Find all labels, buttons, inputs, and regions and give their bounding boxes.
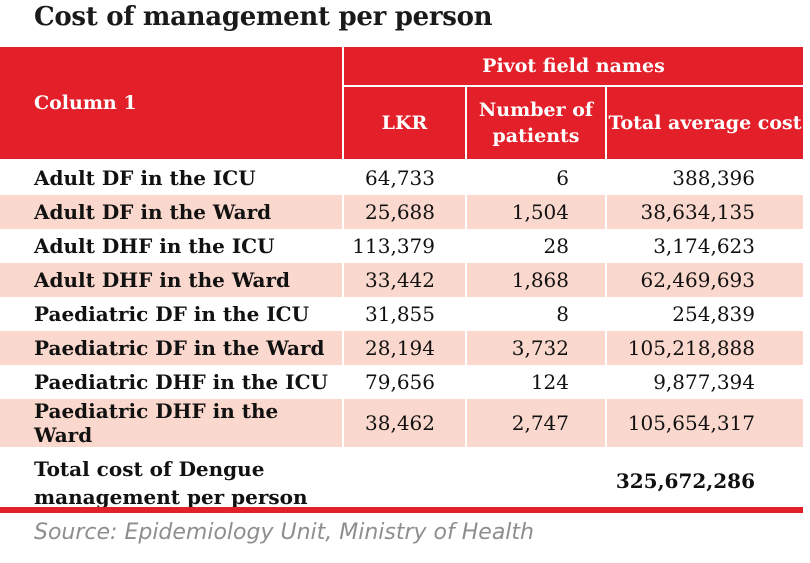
row-total: 388,396	[605, 160, 803, 195]
row-patients: 2,747	[465, 399, 606, 447]
row-label: Adult DF in the ICU	[34, 166, 256, 190]
header-column-1: Column 1	[0, 47, 343, 161]
page-title: Cost of management per person	[34, 2, 493, 32]
row-patients: 3,732	[465, 331, 606, 365]
total-label: Total cost of Dengue management per pers…	[0, 447, 466, 515]
row-lkr: 64,733	[342, 160, 466, 195]
total-label-line-1: Total cost of Dengue	[34, 457, 265, 481]
row-patients: 28	[465, 229, 606, 263]
row-label: Adult DHF in the ICU	[34, 234, 275, 258]
source-note: Source: Epidemiology Unit, Ministry of H…	[34, 520, 534, 545]
row-label: Adult DHF in the Ward	[0, 263, 343, 297]
row-patients: 1,868	[465, 263, 606, 297]
row-patients: 8	[465, 297, 606, 331]
row-lkr: 28,194	[342, 331, 466, 365]
row-label: Paediatric DF in the Ward	[0, 331, 343, 365]
total-row: Total cost of Dengue management per pers…	[0, 447, 803, 515]
row-total: 254,839	[605, 297, 803, 331]
cost-table: Column 1 Pivot field names LKR Number of…	[0, 47, 803, 515]
row-patients: 6	[465, 160, 606, 195]
header-pivot-field-names: Pivot field names	[342, 47, 803, 87]
header-lkr: LKR	[342, 86, 466, 161]
row-total: 105,218,888	[605, 331, 803, 365]
row-lkr: 113,379	[342, 229, 466, 263]
row-label: Adult DF in the Ward	[0, 195, 343, 229]
table-row: Paediatric DF in the Ward 28,194 3,732 1…	[0, 331, 803, 365]
row-lkr: 33,442	[342, 263, 466, 297]
row-lkr: 79,656	[342, 365, 466, 399]
row-lkr: 25,688	[342, 195, 466, 229]
header-total-average-cost: Total average cost	[605, 86, 803, 161]
row-lkr: 31,855	[342, 297, 466, 331]
table-row: Adult DF in the Ward 25,688 1,504 38,634…	[0, 195, 803, 229]
table-row: Paediatric DHF in the Ward 38,462 2,747 …	[0, 399, 803, 447]
table-row: Adult DHF in the Ward 33,442 1,868 62,46…	[0, 263, 803, 297]
row-patients: 1,504	[465, 195, 606, 229]
total-spacer	[465, 447, 606, 515]
row-label: Paediatric DF in the ICU	[34, 302, 310, 326]
row-label: Paediatric DHF in the Ward	[0, 399, 343, 447]
row-total: 62,469,693	[605, 263, 803, 297]
table-row: Paediatric DF in the ICU 31,855 8 254,83…	[0, 297, 803, 331]
table-row: Adult DF in the ICU 64,733 6 388,396	[0, 160, 803, 195]
row-label: Paediatric DHF in the ICU	[34, 370, 328, 394]
row-total: 105,654,317	[605, 399, 803, 447]
row-patients: 124	[465, 365, 606, 399]
total-label-line-2: management per person	[34, 485, 308, 509]
row-total: 9,877,394	[605, 365, 803, 399]
table-row: Adult DHF in the ICU 113,379 28 3,174,62…	[0, 229, 803, 263]
header-number-of-patients: Number of patients	[465, 86, 606, 161]
bottom-rule	[0, 507, 803, 513]
total-value: 325,672,286	[605, 447, 803, 515]
table-row: Paediatric DHF in the ICU 79,656 124 9,8…	[0, 365, 803, 399]
row-total: 38,634,135	[605, 195, 803, 229]
row-total: 3,174,623	[605, 229, 803, 263]
row-lkr: 38,462	[342, 399, 466, 447]
